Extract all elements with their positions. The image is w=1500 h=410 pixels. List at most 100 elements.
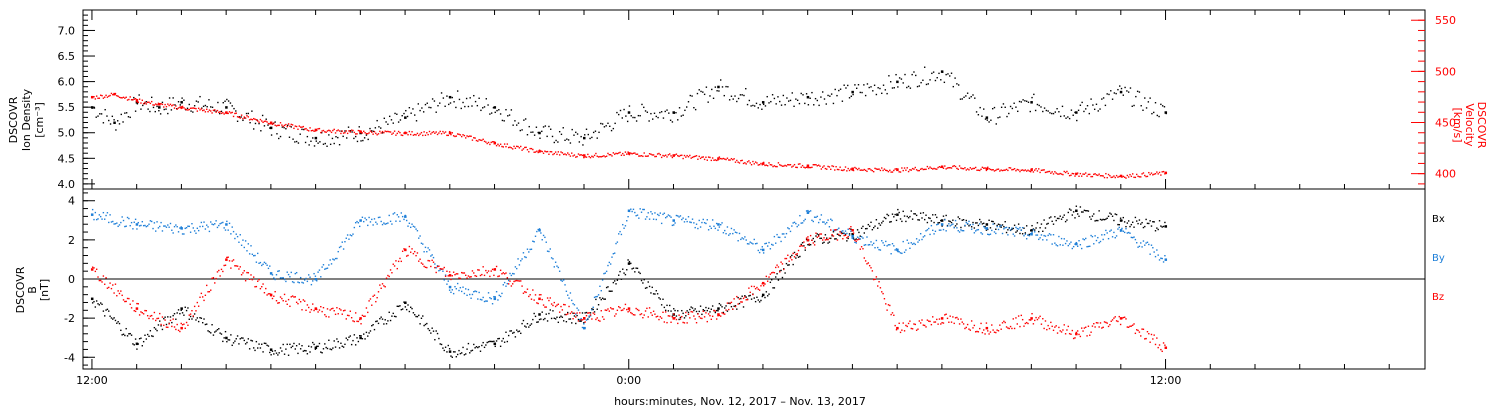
data-point-Bz [1044,320,1047,322]
data-point-Bx [122,333,125,335]
data-point-density [100,113,103,115]
data-point-By [448,285,452,289]
data-point-velocity [1141,173,1143,175]
data-point-Bz [596,317,598,319]
data-point-velocity [419,133,421,135]
data-point-density [424,103,427,106]
data-point-velocity [983,167,985,169]
data-point-By [890,253,892,255]
data-point-By [689,221,691,223]
data-point-Bx [1119,217,1122,219]
data-point-Bx [206,323,208,325]
data-point-velocity [434,132,436,134]
data-point-Bz [706,320,708,323]
data-point-Bx [1123,221,1126,223]
data-point-velocity [282,125,284,128]
data-point-velocity [1082,173,1084,175]
data-point-Bz [569,312,572,315]
data-point-Bx [208,331,211,333]
data-point-density [365,134,368,136]
data-point-density [1043,107,1046,109]
data-point-velocity [1097,174,1099,177]
data-point-By [481,299,483,301]
data-point-Bz [1013,327,1016,330]
data-point-Bz [922,324,925,326]
data-point-Bz [679,318,682,320]
data-point-density [897,86,899,88]
data-point-Bx [391,315,393,317]
data-point-Bx [1055,219,1057,222]
data-point-Bz [471,270,474,272]
data-point-By [334,257,337,260]
data-point-By [766,245,769,247]
data-point-Bx [450,355,452,357]
data-point-density [755,102,758,105]
data-point-Bz [125,300,127,303]
data-point-By [922,236,925,238]
top-left-ylabel-line1: DSCOVR [7,96,20,143]
data-point-density [142,104,144,107]
data-point-Bx [1113,219,1115,222]
data-point-Bz [121,294,123,297]
data-point-Bx [510,330,513,332]
data-point-By [571,299,573,302]
bottom-left-tick-label: 4 [68,195,75,208]
data-point-density [949,75,951,77]
data-point-velocity [840,169,843,171]
data-point-Bz [560,305,562,308]
data-point-By [652,218,655,220]
data-point-Bx [212,334,215,336]
data-point-By [656,213,659,216]
data-point-Bz [1035,316,1037,319]
data-point-velocity [432,131,435,133]
data-point-density [911,73,913,76]
data-point-velocity [776,165,778,168]
data-point-Bz [896,326,899,330]
data-point-Bz [392,263,394,265]
data-point-Bx [664,309,667,312]
data-point-Bx [1059,215,1061,217]
data-point-Bz [877,285,879,287]
data-point-Bx [685,315,687,317]
data-point-velocity [251,118,254,121]
data-point-By [604,272,606,274]
data-point-density [152,106,155,109]
data-point-Bz [120,290,122,292]
data-point-Bz [889,304,891,307]
data-point-Bx [301,345,303,347]
data-point-density [820,96,822,98]
data-point-Bz [220,268,223,271]
data-point-Bx [1095,219,1098,222]
data-point-velocity [1144,174,1146,177]
data-point-density [145,101,148,103]
data-point-Bz [513,280,515,283]
data-point-Bz [404,248,407,252]
data-point-By [117,225,119,228]
data-point-Bz [577,320,580,322]
data-point-velocity [952,165,954,168]
data-point-Bz [109,282,111,284]
data-point-density [743,94,745,97]
data-point-By [1021,226,1024,229]
data-point-velocity [424,134,427,136]
data-point-density [623,108,625,111]
data-point-density [575,131,577,134]
data-point-Bx [599,297,601,299]
data-point-velocity [954,165,957,168]
data-point-Bz [765,275,768,278]
data-point-By [678,216,680,218]
data-point-density [1036,103,1039,106]
data-point-Bx [741,295,743,297]
data-point-By [1082,238,1084,240]
data-point-density [957,84,960,86]
data-point-Bx [1085,209,1087,212]
data-point-velocity [949,167,951,169]
data-point-velocity [960,167,962,169]
data-point-By [1105,229,1107,232]
data-point-Bx [965,219,967,222]
data-point-velocity [882,169,884,172]
data-point-Bx [1076,213,1079,215]
data-point-By [273,277,275,279]
data-point-velocity [640,155,643,157]
data-point-By [996,225,998,228]
